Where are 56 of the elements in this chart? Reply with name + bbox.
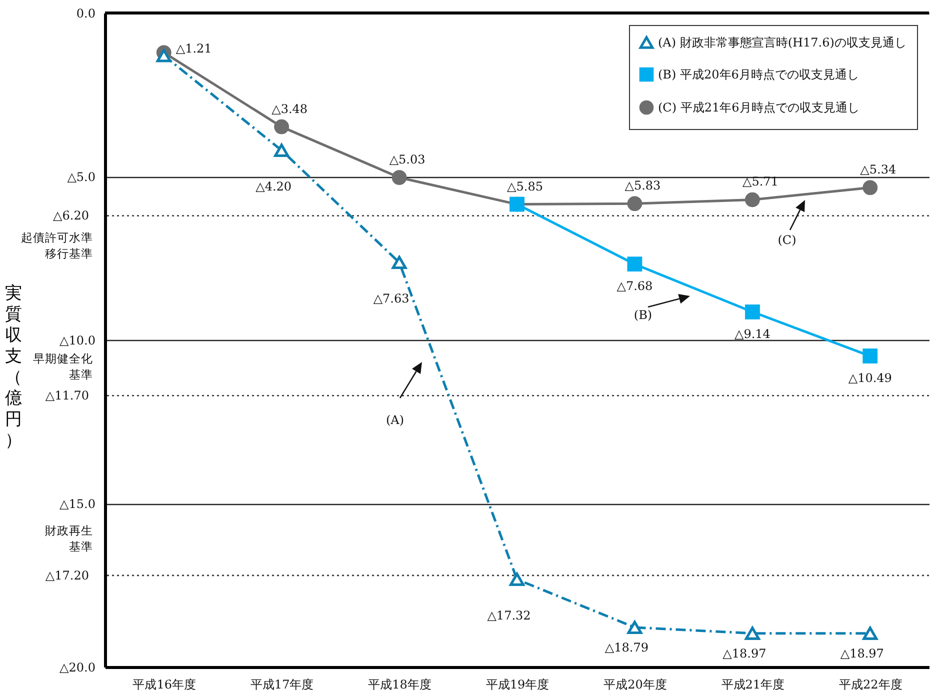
annotation: (C)	[778, 233, 796, 247]
y-tick-label: △5.0	[67, 170, 96, 184]
point	[862, 348, 878, 364]
data-label: △5.83	[624, 178, 661, 193]
y-tick-label: △20.0	[60, 660, 96, 674]
data-label: △17.32	[487, 608, 531, 622]
data-label: △18.97	[840, 646, 884, 660]
legend-label: (B) 平成20年6月時点での収支見通し	[658, 68, 859, 82]
ref-line-label: △11.70	[45, 388, 89, 403]
ref-line-label: △17.20	[45, 568, 89, 582]
point	[862, 626, 878, 640]
x-tick-label: 平成18年度	[368, 678, 432, 692]
y-axis-title: 実質収支（億円）	[5, 284, 22, 450]
y-tick-label: △10.0	[60, 334, 96, 348]
point	[392, 256, 407, 270]
point	[510, 572, 524, 586]
data-label: △4.20	[256, 179, 292, 194]
point	[274, 119, 289, 134]
data-label: △1.21	[176, 42, 212, 56]
y-tick-label: △15.0	[60, 497, 96, 511]
data-label: △5.71	[742, 174, 778, 189]
data-label: △9.14	[734, 326, 771, 341]
annotation: (B)	[634, 308, 652, 322]
point	[745, 192, 760, 208]
point	[392, 170, 407, 185]
point	[745, 626, 760, 640]
data-label: △7.63	[373, 292, 410, 306]
data-label: △18.97	[722, 646, 766, 660]
data-label: △10.49	[848, 371, 892, 386]
text: 起債許可水準移行基準	[21, 230, 93, 261]
point	[745, 304, 760, 320]
point	[274, 144, 289, 157]
data-label: △5.03	[389, 152, 426, 166]
text: 財政再生基準	[45, 523, 93, 554]
y-tick-label: 0.0	[76, 6, 96, 20]
data-label: △7.68	[616, 279, 653, 294]
point	[627, 620, 642, 634]
annotation: (A)	[386, 413, 404, 427]
data-label: △18.79	[604, 640, 649, 654]
x-tick-label: 平成22年度	[839, 678, 902, 692]
point	[627, 196, 642, 212]
ref-line-label: △6.20	[53, 208, 89, 223]
x-tick-label: 平成20年度	[604, 678, 667, 692]
legend-label: (A) 財政非常事態宣言時(H17.6)の収支見通し	[658, 36, 906, 50]
data-label: △3.48	[272, 102, 308, 116]
data-label: △5.85	[507, 179, 543, 194]
point	[862, 180, 878, 195]
x-tick-label: 平成17年度	[250, 678, 314, 692]
text: 早期健全化基準	[33, 352, 93, 382]
point	[627, 256, 642, 272]
x-tick-label: 平成21年度	[721, 678, 785, 692]
x-tick-label: 平成19年度	[486, 678, 550, 692]
point	[156, 48, 172, 62]
data-label: △5.34	[860, 162, 896, 177]
legend-label: (C) 平成21年6月時点での収支見通し	[658, 100, 860, 114]
x-tick-label: 平成16年度	[132, 678, 196, 692]
